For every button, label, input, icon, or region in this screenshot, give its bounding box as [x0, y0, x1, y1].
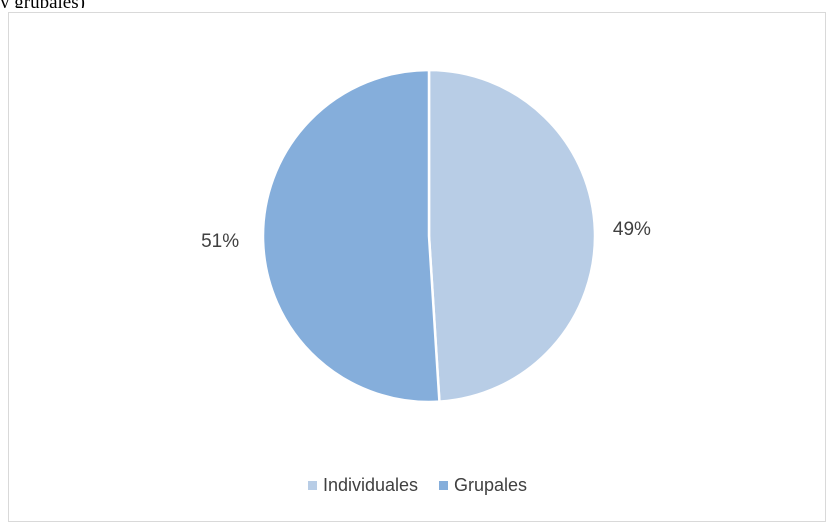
legend-swatch-grupales: [439, 481, 449, 490]
data-label-grupales: 51%: [201, 231, 240, 253]
legend-swatch-individuales: [307, 481, 317, 490]
legend-item-grupales: Grupales: [439, 475, 527, 496]
legend-label-individuales: Individuales: [322, 475, 418, 495]
slice-individuales: [427, 68, 597, 403]
clipped-caption-text: y grupales): [0, 0, 835, 8]
slice-grupales: [261, 68, 441, 404]
legend-item-individuales: Individuales: [307, 475, 418, 496]
legend: Individuales Grupales: [0, 474, 835, 496]
data-label-individuales: 49%: [612, 218, 651, 240]
legend-label-grupales: Grupales: [454, 475, 528, 495]
